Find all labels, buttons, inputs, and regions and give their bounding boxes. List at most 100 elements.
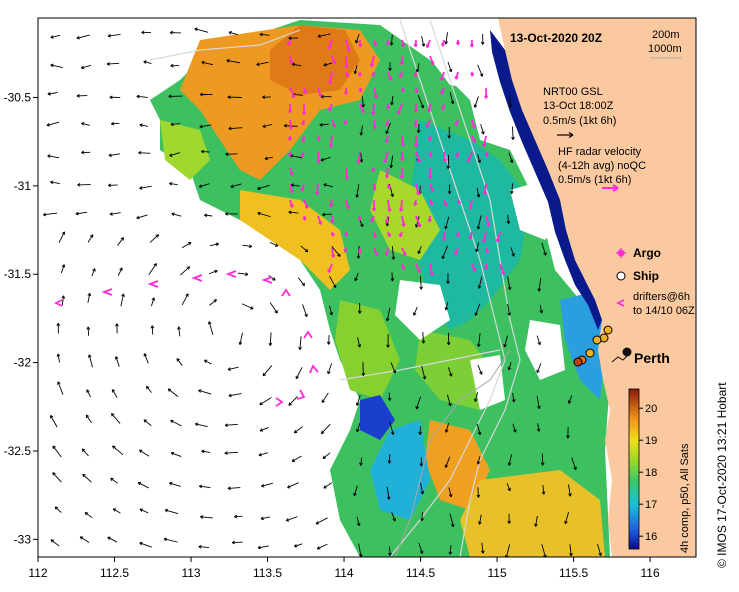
gsl-arrow: [139, 508, 149, 514]
gsl-arrow: [353, 65, 358, 75]
radar-arrow: [468, 231, 473, 240]
gsl-arrow: [476, 187, 481, 198]
gsl-arrow: [536, 335, 541, 346]
gsl-arrow: [199, 124, 212, 129]
gsl-arrow: [319, 122, 329, 127]
gsl-arrow: [507, 303, 511, 316]
gsl-arrow: [476, 423, 482, 436]
gsl-legend-arrow: [557, 131, 574, 139]
radar-arrow: [440, 71, 445, 81]
gsl-arrow: [387, 454, 392, 464]
gsl-arrow: [143, 60, 152, 65]
radar-arrow: [401, 247, 407, 256]
radar-arrow: [357, 71, 362, 77]
radar-arrow: [343, 231, 349, 237]
radar-arrow: [413, 135, 419, 148]
gsl-arrow: [316, 543, 328, 550]
gsl-arrow: [444, 422, 450, 433]
gsl-arrow: [420, 482, 425, 495]
radar-arrow: [413, 71, 418, 78]
radar-arrow: [495, 231, 501, 243]
radar-arrow: [369, 55, 375, 68]
gsl-arrow: [476, 487, 481, 498]
radar-arrow: [386, 103, 391, 110]
gsl-arrow: [141, 30, 151, 35]
x-tick-label: 112: [28, 566, 47, 580]
gsl-arrow: [57, 381, 64, 395]
radar-arrow: [301, 103, 307, 116]
gsl-arrow: [261, 482, 273, 488]
gsl-arrow: [473, 96, 479, 108]
isobath-label-1000m: 1000m: [648, 43, 682, 55]
gsl-arrow: [388, 62, 392, 71]
gsl-arrow: [326, 335, 331, 345]
gsl-arrow: [388, 546, 392, 556]
radar-arrow: [385, 119, 390, 127]
gsl-arrow: [361, 96, 365, 108]
gsl-arrow: [317, 33, 331, 38]
radar-arrow: [455, 231, 461, 238]
radar-arrow: [499, 263, 505, 276]
gsl-arrow: [169, 181, 178, 186]
radar-arrow: [316, 135, 321, 141]
radar-legend-line-3: 0.5m/s (1kt 6h): [558, 174, 631, 186]
gsl-arrow: [510, 247, 515, 257]
y-tick-label: -31.5: [4, 267, 32, 281]
radar-arrow: [343, 247, 348, 253]
gsl-arrow: [201, 449, 211, 454]
gsl-arrow: [139, 541, 152, 548]
gsl-arrow: [228, 31, 238, 36]
gsl-arrow: [569, 544, 573, 557]
x-tick-label: 116: [641, 566, 660, 580]
gsl-arrow: [79, 536, 90, 544]
gsl-arrow: [87, 292, 92, 303]
gsl-arrow: [419, 275, 423, 290]
gsl-arrow: [448, 487, 453, 498]
gsl-arrow: [390, 272, 395, 282]
gsl-arrow: [262, 95, 271, 100]
gsl-arrow: [169, 30, 182, 35]
gsl-arrow: [168, 94, 183, 99]
gsl-arrow: [230, 183, 242, 189]
gsl-arrow: [76, 94, 88, 98]
gsl-arrow: [390, 362, 397, 374]
radar-arrow: [398, 71, 403, 78]
gsl-arrow: [86, 389, 91, 398]
gsl-arrow: [389, 155, 394, 168]
radar-arrow: [300, 151, 305, 158]
gsl-arrow-field: [42, 27, 602, 557]
gsl-arrow: [50, 63, 63, 69]
gsl-arrow: [50, 34, 61, 39]
radar-arrow: [415, 215, 422, 228]
land-mass: [498, 18, 696, 557]
gsl-arrow: [231, 540, 243, 545]
radar-arrow: [442, 151, 447, 163]
radar-arrow: [316, 151, 321, 164]
gsl-arrow: [331, 245, 341, 257]
gsl-arrow: [209, 242, 219, 247]
plot-frame: [37, 17, 697, 558]
radar-arrow: [370, 215, 375, 223]
radar-arrow: [330, 231, 335, 237]
radar-arrow: [427, 167, 433, 179]
gsl-arrow: [355, 395, 361, 406]
gsl-arrow: [323, 183, 333, 188]
gsl-arrow: [288, 36, 299, 40]
gsl-arrow: [204, 359, 212, 365]
x-tick-label: 114: [334, 566, 353, 580]
radar-arrow: [399, 55, 404, 66]
gsl-arrow: [302, 304, 308, 317]
gsl-arrow: [84, 512, 93, 519]
gsl-arrow: [389, 421, 395, 435]
gsl-arrow: [139, 185, 152, 190]
radar-arrow: [401, 215, 406, 227]
radar-arrow: [400, 151, 405, 162]
gsl-arrow: [139, 123, 148, 127]
gsl-arrow: [290, 183, 300, 188]
radar-arrow: [401, 263, 406, 271]
radar-arrow: [471, 263, 477, 272]
radar-arrow: [387, 71, 393, 82]
gsl-arrow: [198, 389, 212, 395]
radar-arrow: [289, 167, 294, 176]
